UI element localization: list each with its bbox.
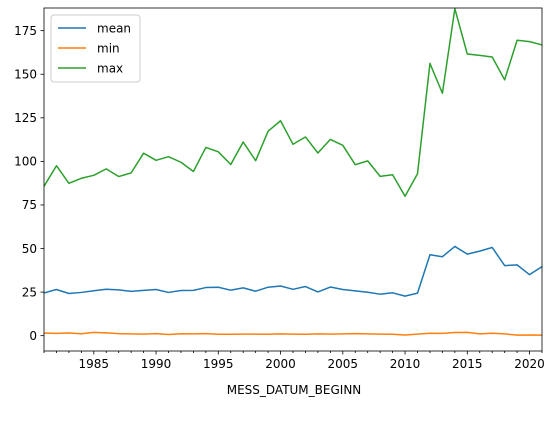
x-tick-label: 1985 <box>79 357 110 371</box>
x-tick-label: 1990 <box>141 357 172 371</box>
series-line-max <box>43 7 543 197</box>
series-line-mean <box>43 245 543 297</box>
y-tick-label: 125 <box>14 111 37 125</box>
plot-area <box>43 7 543 352</box>
y-tick-label: 175 <box>14 24 37 38</box>
y-axis: 0 25 50 75 100 125 150 175 <box>14 24 44 343</box>
x-tick-label: 2000 <box>265 357 296 371</box>
legend-label-mean: mean <box>97 21 131 35</box>
series-line-min <box>43 331 543 336</box>
y-tick-label: 100 <box>14 155 37 169</box>
y-tick-label: 25 <box>22 285 37 299</box>
x-axis-label: MESS_DATUM_BEGINN <box>227 383 362 397</box>
x-tick-label: 2005 <box>328 357 359 371</box>
legend: mean min max <box>50 14 141 83</box>
x-tick-label: 2015 <box>452 357 483 371</box>
x-axis: 1985 1990 1995 2000 2005 2010 2015 2020 <box>43 351 545 371</box>
y-tick-label: 150 <box>14 68 37 82</box>
y-tick-label: 50 <box>22 242 37 256</box>
legend-box <box>50 14 141 83</box>
x-tick-label: 1995 <box>203 357 234 371</box>
x-tick-label: 2020 <box>514 357 545 371</box>
y-tick-label: 0 <box>29 329 37 343</box>
x-tick-label: 2010 <box>390 357 421 371</box>
y-tick-label: 75 <box>22 198 37 212</box>
legend-label-min: min <box>97 41 120 55</box>
legend-label-max: max <box>97 61 123 75</box>
